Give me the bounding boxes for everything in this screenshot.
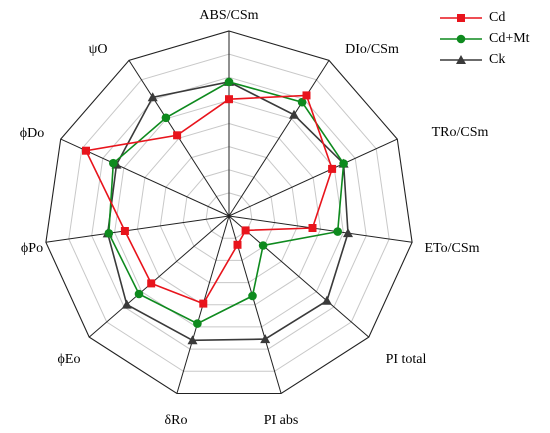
series-point-ck-11 — [147, 92, 158, 102]
series-point-ck-7 — [187, 335, 198, 345]
series-point-cd-mt-7 — [193, 319, 202, 328]
series-point-cd-1 — [225, 95, 233, 104]
series-point-cd-mt-6 — [248, 291, 257, 301]
series-point-ck-4 — [343, 228, 353, 238]
legend-label-ck: Ck — [489, 52, 505, 67]
grid-ring-1 — [205, 192, 253, 239]
axis-label-9: ϕPo — [21, 241, 43, 256]
series-point-cd-mt-9 — [104, 229, 114, 238]
series-point-cd-4 — [308, 224, 317, 232]
series-point-ck-2 — [289, 109, 299, 119]
spoke-3 — [228, 138, 398, 217]
series-line-cd-mt — [107, 81, 345, 325]
axis-label-10: ϕDo — [20, 126, 44, 141]
series-point-ck-5 — [321, 295, 332, 305]
grid-ring-6 — [91, 76, 367, 350]
series-point-cd-mt-4 — [333, 227, 343, 236]
grid-ring-5 — [114, 99, 344, 328]
series-point-cd-mt-11 — [161, 113, 171, 123]
grid-ring-4 — [136, 122, 322, 306]
grid-ring-8 — [45, 30, 413, 395]
grid-ring-3 — [159, 146, 299, 284]
series-point-cd-mt-2 — [297, 97, 307, 107]
series-point-cd-3 — [328, 164, 337, 173]
series-point-cd-8 — [147, 279, 156, 288]
spoke-9 — [45, 215, 230, 243]
axis-label-1: ABS/CSm — [199, 8, 258, 23]
legend-marker-ck — [456, 55, 466, 64]
axis-label-4: ETo/CSm — [424, 241, 479, 256]
axis-label-2: DIo/CSm — [345, 42, 399, 57]
spoke-8 — [88, 215, 230, 338]
axis-label-5: PI total — [386, 352, 427, 367]
grid-ring-7 — [68, 53, 390, 372]
series-point-cd-5 — [241, 226, 250, 235]
legend-label-cd: Cd — [489, 10, 505, 25]
series-point-cd-mt-8 — [134, 289, 144, 299]
legend-marker-cd — [457, 14, 465, 22]
axis-label-3: TRo/CSm — [432, 125, 489, 140]
axis-label-11: ψO — [89, 42, 108, 57]
series-point-ck-6 — [260, 334, 271, 344]
axis-label-8: ϕEo — [58, 352, 81, 367]
series-point-cd-mt-5 — [258, 241, 268, 250]
series-point-cd-10 — [82, 146, 90, 155]
spoke-5 — [228, 215, 370, 338]
series-line-ck — [106, 81, 349, 342]
series-point-cd-6 — [233, 240, 242, 249]
series-point-cd-mt-3 — [339, 159, 348, 168]
axis-label-6: PI abs — [264, 413, 299, 428]
series-point-cd-11 — [173, 131, 182, 140]
spoke-2 — [228, 60, 330, 217]
series-point-cd-2 — [302, 91, 311, 100]
series-point-cd-mt-1 — [224, 77, 234, 87]
series-point-cd-9 — [120, 227, 129, 235]
series-line-cd — [84, 94, 333, 305]
series-point-cd-mt-10 — [109, 158, 118, 168]
spoke-4 — [228, 215, 413, 243]
series-point-cd-7 — [199, 299, 208, 308]
axis-label-7: δRo — [165, 413, 188, 428]
legend-marker-cd-mt — [456, 34, 466, 44]
series-point-ck-8 — [121, 299, 132, 309]
legend-label-cd-mt: Cd+Mt — [489, 31, 530, 46]
